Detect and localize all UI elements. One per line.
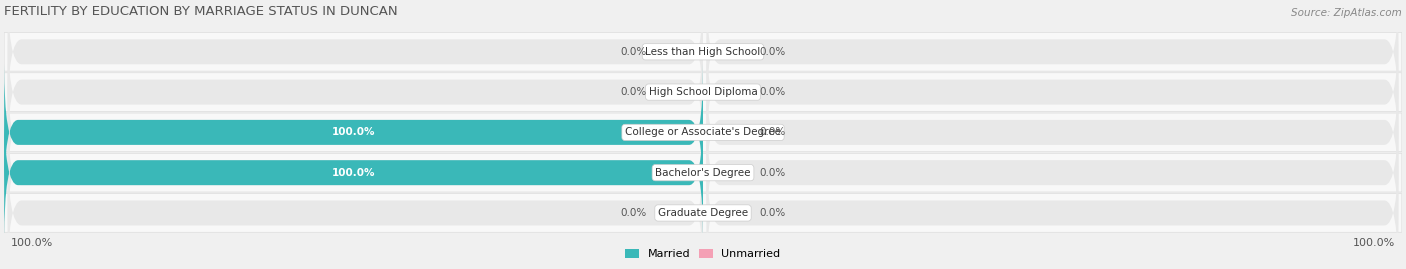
Text: 0.0%: 0.0%: [621, 47, 647, 57]
FancyBboxPatch shape: [4, 64, 703, 200]
FancyBboxPatch shape: [4, 73, 1402, 111]
FancyBboxPatch shape: [7, 64, 703, 200]
Text: Source: ZipAtlas.com: Source: ZipAtlas.com: [1291, 8, 1402, 17]
FancyBboxPatch shape: [706, 105, 1399, 241]
Text: Graduate Degree: Graduate Degree: [658, 208, 748, 218]
Text: 0.0%: 0.0%: [621, 87, 647, 97]
FancyBboxPatch shape: [4, 153, 1402, 192]
FancyBboxPatch shape: [706, 64, 1399, 200]
Text: College or Associate's Degree: College or Associate's Degree: [626, 128, 780, 137]
Text: 0.0%: 0.0%: [759, 47, 785, 57]
Text: 100.0%: 100.0%: [1353, 238, 1395, 248]
FancyBboxPatch shape: [7, 0, 703, 120]
Text: Bachelor's Degree: Bachelor's Degree: [655, 168, 751, 178]
FancyBboxPatch shape: [706, 24, 1399, 160]
FancyBboxPatch shape: [4, 33, 1402, 71]
Text: 100.0%: 100.0%: [332, 168, 375, 178]
Text: 100.0%: 100.0%: [11, 238, 53, 248]
FancyBboxPatch shape: [7, 145, 703, 269]
FancyBboxPatch shape: [4, 105, 703, 241]
FancyBboxPatch shape: [4, 113, 1402, 152]
Text: 0.0%: 0.0%: [759, 168, 785, 178]
Text: 0.0%: 0.0%: [759, 87, 785, 97]
Text: 0.0%: 0.0%: [621, 208, 647, 218]
Text: High School Diploma: High School Diploma: [648, 87, 758, 97]
FancyBboxPatch shape: [7, 24, 703, 160]
Text: 0.0%: 0.0%: [759, 208, 785, 218]
Text: FERTILITY BY EDUCATION BY MARRIAGE STATUS IN DUNCAN: FERTILITY BY EDUCATION BY MARRIAGE STATU…: [4, 5, 398, 17]
Text: Less than High School: Less than High School: [645, 47, 761, 57]
FancyBboxPatch shape: [706, 145, 1399, 269]
FancyBboxPatch shape: [7, 105, 703, 241]
Legend: Married, Unmarried: Married, Unmarried: [621, 245, 785, 264]
FancyBboxPatch shape: [706, 0, 1399, 120]
Text: 0.0%: 0.0%: [759, 128, 785, 137]
FancyBboxPatch shape: [4, 194, 1402, 232]
Text: 100.0%: 100.0%: [332, 128, 375, 137]
